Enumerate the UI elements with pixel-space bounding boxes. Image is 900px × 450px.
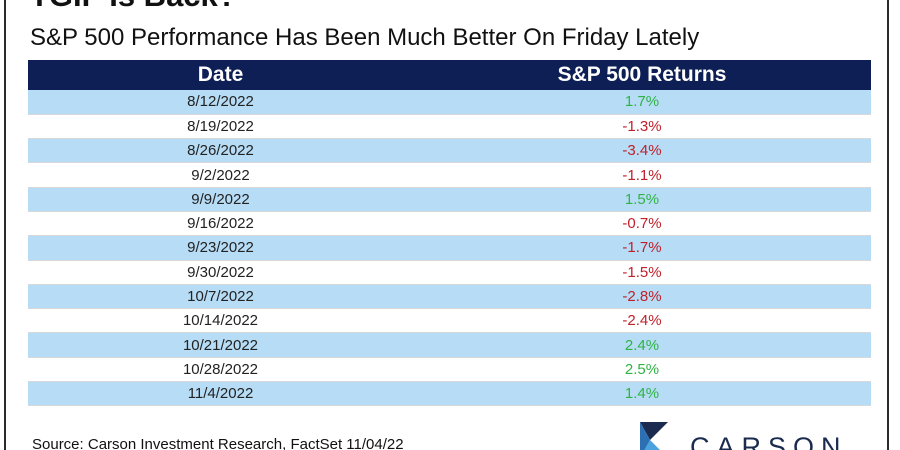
table-row: 9/23/2022 -1.7%	[28, 235, 871, 261]
carson-logo: CARSON	[638, 420, 858, 450]
returns-column-header: S&P 500 Returns	[413, 60, 871, 90]
date-cell: 10/14/2022	[28, 308, 413, 334]
return-cell: -1.5%	[413, 260, 871, 285]
table-header: Date S&P 500 Returns	[28, 60, 871, 90]
date-column-header: Date	[28, 60, 413, 90]
table-row: 9/30/2022 -1.5%	[28, 260, 871, 285]
table-row: 8/26/2022 -3.4%	[28, 138, 871, 164]
return-cell: -2.4%	[413, 308, 871, 334]
table-row: 10/28/2022 2.5%	[28, 357, 871, 383]
table-row: 9/16/2022 -0.7%	[28, 211, 871, 237]
chart-title: TGIF Is Back?	[30, 0, 237, 11]
date-cell: 8/12/2022	[28, 90, 413, 115]
return-cell: -1.7%	[413, 235, 871, 261]
return-cell: -2.8%	[413, 284, 871, 310]
return-cell: -0.7%	[413, 211, 871, 237]
date-cell: 10/7/2022	[28, 284, 413, 310]
return-cell: 2.5%	[413, 357, 871, 383]
chart-frame: TGIF Is Back? S&P 500 Performance Has Be…	[4, 0, 889, 450]
date-cell: 8/26/2022	[28, 138, 413, 164]
table-row: 8/19/2022 -1.3%	[28, 114, 871, 140]
date-cell: 9/9/2022	[28, 187, 413, 212]
table-row: 10/7/2022 -2.8%	[28, 284, 871, 310]
date-cell: 10/21/2022	[28, 332, 413, 358]
date-cell: 10/28/2022	[28, 357, 413, 383]
table-body: 8/12/2022 1.7% 8/19/2022 -1.3% 8/26/2022 -3.4…	[28, 90, 871, 407]
return-cell: 1.7%	[413, 90, 871, 115]
return-cell: -3.4%	[413, 138, 871, 164]
source-note: Source: Carson Investment Research, Fact…	[32, 436, 404, 450]
carson-logo-icon	[640, 422, 668, 450]
date-cell: 9/23/2022	[28, 235, 413, 261]
table-row: 10/14/2022 -2.4%	[28, 308, 871, 334]
date-cell: 11/4/2022	[28, 381, 413, 407]
date-cell: 9/16/2022	[28, 211, 413, 237]
returns-table: Date S&P 500 Returns 8/12/2022 1.7% 8/19/2…	[28, 60, 871, 407]
table-row: 9/2/2022 -1.1%	[28, 162, 871, 188]
table-row: 10/21/2022 2.4%	[28, 332, 871, 358]
date-cell: 8/19/2022	[28, 114, 413, 140]
table-row: 9/9/2022 1.5%	[28, 187, 871, 212]
return-cell: 1.4%	[413, 381, 871, 407]
carson-logo-text: CARSON	[690, 432, 848, 450]
date-cell: 9/30/2022	[28, 260, 413, 285]
table-row: 11/4/2022 1.4%	[28, 381, 871, 407]
return-cell: 2.4%	[413, 332, 871, 358]
return-cell: -1.1%	[413, 162, 871, 188]
return-cell: -1.3%	[413, 114, 871, 140]
return-cell: 1.5%	[413, 187, 871, 212]
date-cell: 9/2/2022	[28, 162, 413, 188]
table-row: 8/12/2022 1.7%	[28, 90, 871, 115]
chart-subtitle: S&P 500 Performance Has Been Much Better…	[30, 24, 700, 51]
